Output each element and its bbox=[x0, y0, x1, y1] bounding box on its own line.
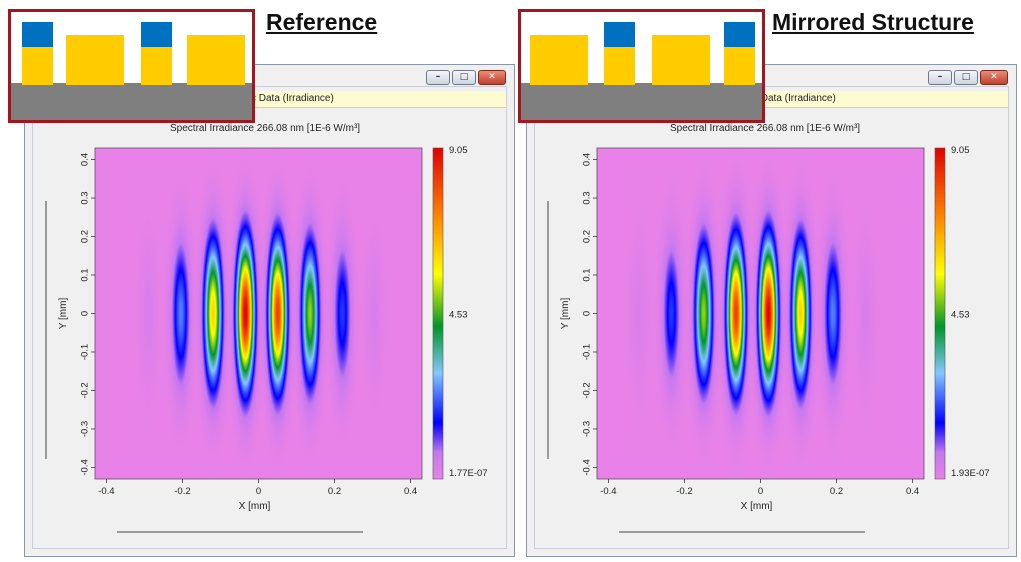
restore-button[interactable]: □ bbox=[452, 70, 476, 85]
reference-window: – □ ✕ c Data (Irradiance) Spectral Irrad… bbox=[24, 64, 515, 557]
mirrored-structure-diagram bbox=[518, 9, 765, 123]
x-tick-label: 0 bbox=[256, 486, 261, 497]
y-tick-label: -0.2 bbox=[80, 382, 91, 398]
pillar-cap-blue bbox=[604, 22, 635, 47]
x-tick-label: -0.4 bbox=[98, 486, 114, 497]
mirrored-structure-heading: Mirrored Structure bbox=[772, 9, 974, 35]
pillar-cap-blue bbox=[22, 22, 53, 47]
pillar-yellow bbox=[724, 47, 755, 85]
pillar-cap-blue bbox=[141, 22, 172, 47]
colorbar-mid-label: 4.53 bbox=[951, 310, 970, 321]
reference-heading: Reference bbox=[266, 9, 378, 35]
reference-structure-diagram bbox=[8, 9, 255, 123]
y-tick-label: -0.2 bbox=[582, 382, 593, 398]
restore-button[interactable]: □ bbox=[954, 70, 978, 85]
y-tick-label: 0 bbox=[80, 311, 91, 316]
mirrored-window: – □ ✕ c Data (Irradiance) Spectral Irrad… bbox=[526, 64, 1017, 557]
colorbar-mid-label: 4.53 bbox=[449, 310, 468, 321]
document-tab-label: c Data (Irradiance) bbox=[753, 93, 836, 104]
substrate bbox=[521, 83, 762, 120]
x-tick-label: 0.2 bbox=[328, 486, 341, 497]
colorbar-min-label: 1.77E-07 bbox=[449, 468, 488, 479]
minimize-button[interactable]: – bbox=[426, 70, 450, 85]
pillar-yellow bbox=[22, 47, 53, 85]
y-axis-label: Y [mm] bbox=[560, 298, 571, 330]
x-axis-label: X [mm] bbox=[741, 501, 773, 512]
minimize-button[interactable]: – bbox=[928, 70, 952, 85]
y-tick-label: -0.1 bbox=[80, 344, 91, 360]
document-tab-label: c Data (Irradiance) bbox=[251, 93, 334, 104]
colorbar-min-label: 1.93E-07 bbox=[951, 468, 990, 479]
colorbar bbox=[934, 147, 946, 480]
colorbar bbox=[432, 147, 444, 480]
pillar-cap-blue bbox=[724, 22, 755, 47]
pillar-yellow bbox=[187, 35, 245, 85]
y-tick-label: -0.1 bbox=[582, 344, 593, 360]
window-controls: – □ ✕ bbox=[426, 70, 506, 85]
y-tick-label: -0.4 bbox=[582, 459, 593, 475]
x-tick-label: 0.4 bbox=[404, 486, 417, 497]
vertical-scrollbar[interactable] bbox=[45, 201, 47, 459]
y-tick-label: 0.2 bbox=[582, 230, 593, 243]
y-tick-label: 0 bbox=[582, 311, 593, 316]
y-tick-label: 0.3 bbox=[582, 191, 593, 204]
horizontal-scrollbar[interactable] bbox=[619, 531, 865, 533]
window-controls: – □ ✕ bbox=[928, 70, 1008, 85]
substrate bbox=[11, 83, 252, 120]
x-tick-label: 0 bbox=[758, 486, 763, 497]
x-tick-label: -0.2 bbox=[676, 486, 692, 497]
colorbar-max-label: 9.05 bbox=[951, 145, 970, 156]
irradiance-heatmap-chart: -0.4 -0.2 0 0.2 0.4 0.4 0.3 0.2 0.1 0 -0.1 -0.2 -0.3… bbox=[58, 145, 488, 512]
plot-title: Spectral Irradiance 266.08 nm [1E-6 W/m³… bbox=[170, 123, 361, 134]
y-tick-label: 0.2 bbox=[80, 230, 91, 243]
vertical-scrollbar[interactable] bbox=[547, 201, 549, 459]
y-tick-label: 0.3 bbox=[80, 191, 91, 204]
y-tick-label: 0.1 bbox=[80, 268, 91, 281]
irradiance-heatmap-chart: -0.4 -0.2 0 0.2 0.4 0.4 0.3 0.2 0.1 0 -0.1 -0.2 -0.3… bbox=[560, 145, 990, 512]
close-button[interactable]: ✕ bbox=[980, 70, 1008, 85]
y-tick-label: 0.4 bbox=[582, 153, 593, 166]
pillar-yellow bbox=[530, 35, 588, 85]
heatmap-image bbox=[597, 148, 924, 479]
y-tick-label: -0.4 bbox=[80, 459, 91, 475]
y-tick-label: 0.4 bbox=[80, 153, 91, 166]
pillar-yellow bbox=[604, 47, 635, 85]
x-axis-label: X [mm] bbox=[239, 501, 271, 512]
plot-title: Spectral Irradiance 266.08 nm [1E-6 W/m³… bbox=[670, 123, 861, 134]
pillar-yellow bbox=[66, 35, 124, 85]
y-tick-label: -0.3 bbox=[582, 421, 593, 437]
y-axis-label: Y [mm] bbox=[58, 298, 69, 330]
horizontal-scrollbar[interactable] bbox=[117, 531, 363, 533]
x-tick-label: -0.2 bbox=[174, 486, 190, 497]
pillar-yellow bbox=[652, 35, 710, 85]
colorbar-max-label: 9.05 bbox=[449, 145, 468, 156]
close-button[interactable]: ✕ bbox=[478, 70, 506, 85]
pillar-yellow bbox=[141, 47, 172, 85]
x-tick-label: 0.2 bbox=[830, 486, 843, 497]
heatmap-image bbox=[95, 148, 422, 479]
x-tick-label: -0.4 bbox=[600, 486, 616, 497]
y-tick-label: -0.3 bbox=[80, 421, 91, 437]
x-tick-label: 0.4 bbox=[906, 486, 919, 497]
y-tick-label: 0.1 bbox=[582, 268, 593, 281]
